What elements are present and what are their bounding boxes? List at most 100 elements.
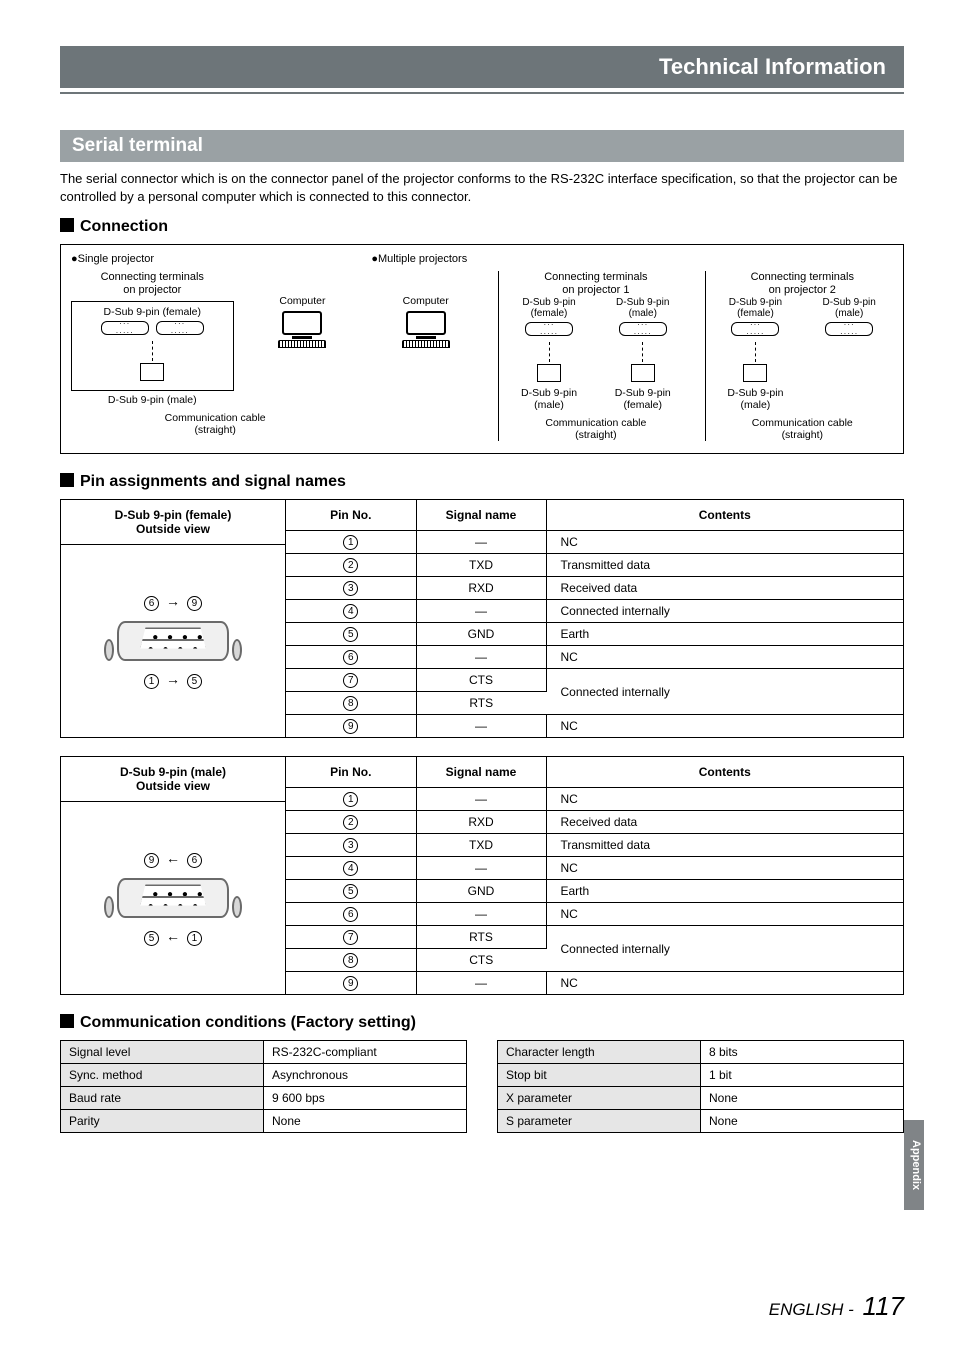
pin-no-cell: 7 [286, 926, 416, 949]
adapter-icon [743, 364, 767, 382]
contents-cell: Earth [546, 880, 903, 903]
table-row: 3RXDReceived data [286, 577, 903, 600]
contents-cell: Received data [546, 811, 903, 834]
circled-number: 6 [343, 907, 358, 922]
multi-projector-label: ●Multiple projectors [371, 253, 893, 265]
circled-number: 3 [343, 838, 358, 853]
footer-lang: ENGLISH [769, 1300, 844, 1319]
contents-cell: Connected internally [546, 669, 903, 715]
table-row: 1—NC [286, 531, 903, 554]
table-row: 3TXDTransmitted data [286, 834, 903, 857]
pin-no-cell: 1 [286, 531, 416, 554]
comm-cell: Character length [498, 1041, 701, 1064]
signal-cell: TXD [416, 834, 546, 857]
serial-heading: Serial terminal [60, 130, 904, 162]
conn-term-p1: Connecting terminals on projector 1 [505, 271, 686, 297]
comm-cell: None [701, 1087, 904, 1110]
comm-table-right: Character length8 bitsStop bit1 bitX par… [497, 1040, 904, 1133]
table-row: 2RXDReceived data [286, 811, 903, 834]
dsub-side-icon [232, 896, 242, 918]
pin-table-female: D-Sub 9-pin (female)Outside view 6 → 9 ●… [60, 499, 904, 738]
dsub-m-short: D-Sub 9-pin(male) [505, 387, 593, 411]
comm-cell: 8 bits [701, 1041, 904, 1064]
connector-icon [731, 322, 779, 336]
contents-cell: Transmitted data [546, 554, 903, 577]
table-row: 6—NC [286, 903, 903, 926]
pin-no-cell: 5 [286, 623, 416, 646]
circled-number: 9 [343, 976, 358, 991]
dsub-side-icon [104, 896, 114, 918]
pin-no-cell: 3 [286, 577, 416, 600]
pin-no-cell: 4 [286, 857, 416, 880]
dsub-m-short: D-Sub 9-pin(male) [805, 297, 893, 319]
pin-no-cell: 9 [286, 972, 416, 995]
table-row: Character length8 bits [498, 1041, 904, 1064]
comm-cell: Stop bit [498, 1064, 701, 1087]
serial-intro: The serial connector which is on the con… [60, 170, 904, 205]
contents-cell: NC [546, 972, 903, 995]
connector-icon [156, 321, 204, 335]
contents-cell: NC [546, 903, 903, 926]
table-row: Signal levelRS-232C-compliant [61, 1041, 467, 1064]
col-con: Contents [546, 500, 903, 531]
col-pin: Pin No. [286, 500, 416, 531]
pin-no-cell: 6 [286, 646, 416, 669]
table-row: X parameterNone [498, 1087, 904, 1110]
circled-number: 7 [343, 930, 358, 945]
comm-cell: 9 600 bps [264, 1087, 467, 1110]
dsub-f-short: D-Sub 9-pin(female) [505, 297, 593, 319]
table-row: S parameterNone [498, 1110, 904, 1133]
adapter-icon [631, 364, 655, 382]
dsub-side-icon [232, 639, 242, 661]
table-row: 7RTSConnected internally [286, 926, 903, 949]
pin-no-cell: 6 [286, 903, 416, 926]
col-con: Contents [546, 757, 903, 788]
circled-number: 4 [343, 861, 358, 876]
signal-cell: — [416, 857, 546, 880]
computer-label: Computer [246, 295, 360, 307]
pin-table-male: D-Sub 9-pin (male)Outside view 9 ← 6 ● ●… [60, 756, 904, 995]
page-footer: ENGLISH - 117 [769, 1291, 904, 1322]
comm-cell: None [264, 1110, 467, 1133]
circled-number: 9 [343, 719, 358, 734]
table-row: Baud rate9 600 bps [61, 1087, 467, 1110]
pin-no-cell: 7 [286, 669, 416, 692]
contents-cell: Earth [546, 623, 903, 646]
contents-cell: NC [546, 715, 903, 738]
signal-cell: CTS [416, 949, 546, 972]
table-row: 4—NC [286, 857, 903, 880]
dsub-m-short: D-Sub 9-pin(male) [712, 387, 800, 411]
signal-cell: GND [416, 880, 546, 903]
col-pin: Pin No. [286, 757, 416, 788]
circled-number: 8 [343, 696, 358, 711]
signal-cell: RXD [416, 811, 546, 834]
pin-no-cell: 3 [286, 834, 416, 857]
circled-number: 5 [343, 884, 358, 899]
table-row: 6—NC [286, 646, 903, 669]
header-title: Technical Information [659, 54, 886, 80]
table-row: 2TXDTransmitted data [286, 554, 903, 577]
signal-cell: — [416, 646, 546, 669]
signal-cell: RXD [416, 577, 546, 600]
pin-no-cell: 8 [286, 949, 416, 972]
signal-cell: — [416, 715, 546, 738]
contents-cell: NC [546, 788, 903, 811]
signal-cell: RTS [416, 692, 546, 715]
signal-cell: CTS [416, 669, 546, 692]
pin-no-cell: 4 [286, 600, 416, 623]
connector-icon [619, 322, 667, 336]
signal-cell: RTS [416, 926, 546, 949]
pin-no-cell: 1 [286, 788, 416, 811]
pin-no-cell: 9 [286, 715, 416, 738]
single-projector-label: ●Single projector [71, 253, 359, 265]
table-row: Sync. methodAsynchronous [61, 1064, 467, 1087]
circled-number: 6 [343, 650, 358, 665]
dsub-f-short: D-Sub 9-pin(female) [599, 387, 687, 411]
table-row: Stop bit1 bit [498, 1064, 904, 1087]
pin-no-cell: 2 [286, 554, 416, 577]
circled-number: 5 [343, 627, 358, 642]
comm-cell: Asynchronous [264, 1064, 467, 1087]
signal-cell: — [416, 531, 546, 554]
dsub-female-view: 6 → 9 ● ● ● ●● ● ● ● ● 1 → 5 [104, 589, 242, 693]
computer-label: Computer [371, 295, 480, 307]
